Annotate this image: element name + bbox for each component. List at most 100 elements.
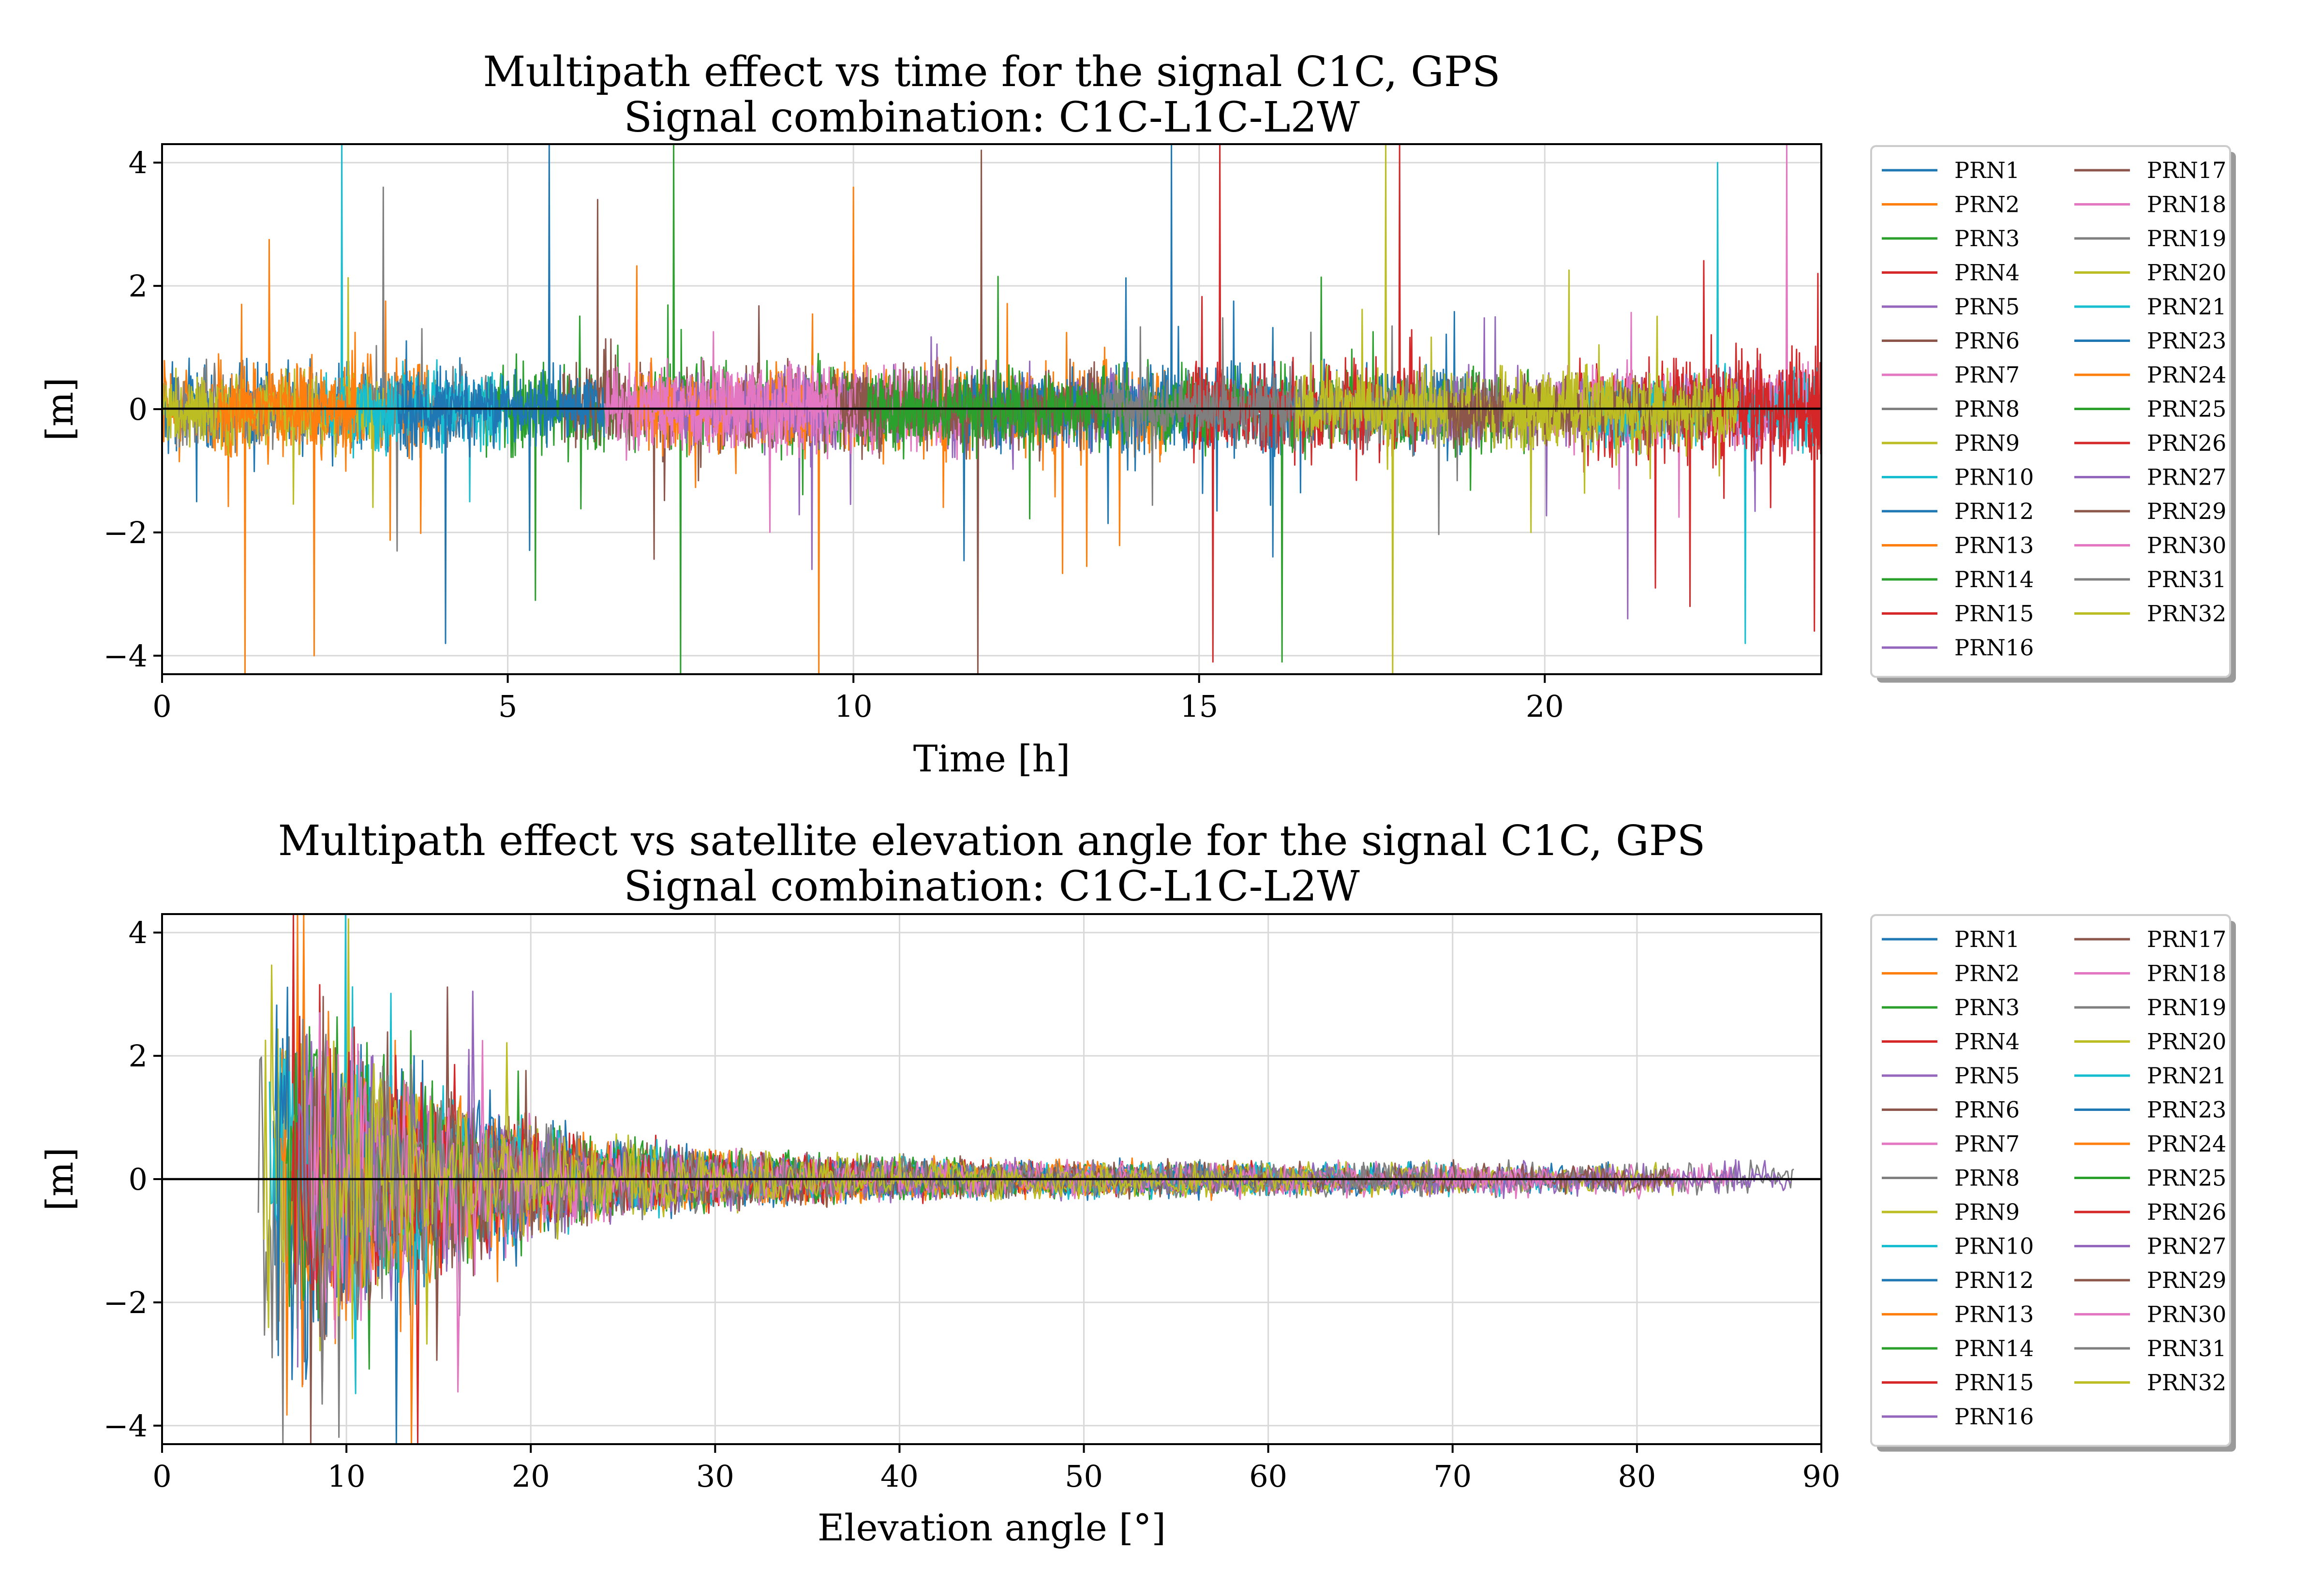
time-chart-x-ticks: 0 5 10 15 20: [152, 674, 1564, 724]
elevation-chart-y-ticks: −4 −2 0 2 4: [104, 915, 162, 1444]
legend-label: PRN21: [2147, 1063, 2226, 1089]
elevation-chart-series: [257, 913, 1794, 1445]
legend-label: PRN18: [2147, 961, 2226, 987]
y-tick-label: −4: [104, 638, 148, 674]
legend-label: PRN17: [2147, 926, 2226, 952]
y-tick-label: 2: [129, 1038, 148, 1074]
elevation-chart-title-line2: Signal combination: C1C-L1C-L2W: [624, 862, 1360, 911]
legend-label: PRN2: [1954, 961, 2020, 987]
series-line-prn31: [313, 1064, 1433, 1405]
legend-label: PRN32: [2147, 1370, 2226, 1396]
legend-label: PRN6: [1954, 1097, 2020, 1123]
legend-label: PRN21: [2147, 294, 2226, 320]
series-line-prn32: [319, 1056, 1314, 1340]
legend-label: PRN12: [1954, 498, 2034, 524]
legend-label: PRN23: [2147, 328, 2226, 354]
legend-label: PRN24: [2147, 1131, 2226, 1157]
legend-label: PRN15: [1954, 601, 2034, 627]
x-tick-label: 0: [152, 689, 171, 724]
x-tick-label: 70: [1433, 1459, 1472, 1494]
legend-label: PRN30: [2147, 532, 2226, 559]
legend-label: PRN4: [1954, 1029, 2020, 1055]
legend-label: PRN7: [1954, 362, 2020, 388]
series-line-prn2: [278, 913, 1497, 1322]
legend-label: PRN16: [1954, 635, 2034, 661]
y-tick-label: −2: [104, 1285, 148, 1320]
legend-label: PRN14: [1954, 566, 2034, 592]
legend-label: PRN16: [1954, 1404, 2034, 1430]
y-tick-label: 0: [129, 392, 148, 427]
legend-label: PRN25: [2147, 396, 2226, 422]
legend-label: PRN10: [1954, 464, 2034, 490]
x-tick-label: 90: [1802, 1459, 1841, 1494]
time-chart-legend: PRN1 PRN2 PRN3 PRN4 PRN5 PRN6 PRN7 PRN8 PRN9 PRN1…: [1870, 145, 2236, 683]
legend-label: PRN5: [1954, 1063, 2020, 1089]
x-tick-label: 60: [1249, 1459, 1287, 1494]
legend-label: PRN32: [2147, 601, 2226, 627]
elevation-chart-legend: PRN1 PRN2 PRN3 PRN4 PRN5 PRN6 PRN7 PRN8 PRN9 PRN1…: [1870, 914, 2236, 1452]
legend-label: PRN19: [2147, 994, 2226, 1020]
y-tick-label: −2: [104, 515, 148, 550]
legend-label: PRN8: [1954, 1165, 2020, 1191]
time-chart-y-axis-label: [m]: [38, 377, 81, 441]
legend-label: PRN25: [2147, 1165, 2226, 1191]
series-line-prn13: [216, 303, 357, 657]
legend-label: PRN30: [2147, 1301, 2226, 1328]
elevation-chart-x-ticks: 0 10 20 30 40 50 60 70 80 90: [152, 1444, 1840, 1494]
legend-label: PRN23: [2147, 1097, 2226, 1123]
x-tick-label: 0: [152, 1459, 171, 1494]
legend-label: PRN13: [1954, 1301, 2034, 1328]
legend-label: PRN27: [2147, 1233, 2226, 1259]
legend-label: PRN1: [1954, 926, 2020, 952]
series-line-prn9: [161, 277, 384, 508]
x-tick-label: 20: [512, 1459, 550, 1494]
legend-label: PRN27: [2147, 464, 2226, 490]
series-line-prn31: [1101, 317, 1269, 506]
series-line-prn32: [1503, 269, 1739, 477]
legend-label: PRN9: [1954, 430, 2020, 456]
x-tick-label: 15: [1180, 689, 1218, 724]
x-tick-label: 10: [834, 689, 873, 724]
legend-label: PRN31: [2147, 566, 2226, 592]
y-tick-label: 0: [129, 1162, 148, 1197]
x-tick-label: 30: [696, 1459, 734, 1494]
legend-label: PRN5: [1954, 294, 2020, 320]
x-tick-label: 50: [1065, 1459, 1103, 1494]
x-tick-label: 80: [1618, 1459, 1656, 1494]
legend-label: PRN14: [1954, 1335, 2034, 1361]
legend-label: PRN6: [1954, 328, 2020, 354]
elevation-chart: Multipath effect vs satellite elevation …: [38, 817, 2236, 1549]
legend-label: PRN20: [2147, 260, 2226, 286]
legend-label: PRN31: [2147, 1335, 2226, 1361]
legend-label: PRN1: [1954, 157, 2020, 183]
x-tick-label: 10: [327, 1459, 366, 1494]
y-tick-label: −4: [104, 1408, 148, 1444]
legend-label: PRN4: [1954, 260, 2020, 286]
series-line-prn18: [1544, 143, 1822, 518]
legend-label: PRN12: [1954, 1267, 2034, 1293]
legend-label: PRN7: [1954, 1131, 2020, 1157]
legend-label: PRN2: [1954, 192, 2020, 218]
time-chart-title-line2: Signal combination: C1C-L1C-L2W: [624, 93, 1360, 142]
x-tick-label: 20: [1526, 689, 1564, 724]
legend-box: [1870, 145, 2231, 678]
legend-label: PRN13: [1954, 532, 2034, 559]
time-chart-y-ticks: −4 −2 0 2 4: [104, 145, 162, 674]
y-tick-label: 2: [129, 268, 148, 304]
y-tick-label: 4: [129, 915, 148, 950]
x-tick-label: 5: [498, 689, 517, 724]
elevation-chart-title-line1: Multipath effect vs satellite elevation …: [278, 817, 1706, 865]
legend-label: PRN26: [2147, 430, 2226, 456]
legend-label: PRN8: [1954, 396, 2020, 422]
legend-label: PRN19: [2147, 225, 2226, 251]
series-line-prn16: [1419, 316, 1795, 620]
elevation-chart-x-axis-label: Elevation angle [°]: [818, 1506, 1166, 1549]
legend-box: [1870, 914, 2231, 1447]
elevation-chart-y-axis-label: [m]: [38, 1147, 81, 1211]
legend-label: PRN18: [2147, 192, 2226, 218]
legend-label: PRN15: [1954, 1370, 2034, 1396]
legend-label: PRN3: [1954, 225, 2020, 251]
time-chart-x-axis-label: Time [h]: [913, 737, 1070, 780]
legend-label: PRN10: [1954, 1233, 2034, 1259]
